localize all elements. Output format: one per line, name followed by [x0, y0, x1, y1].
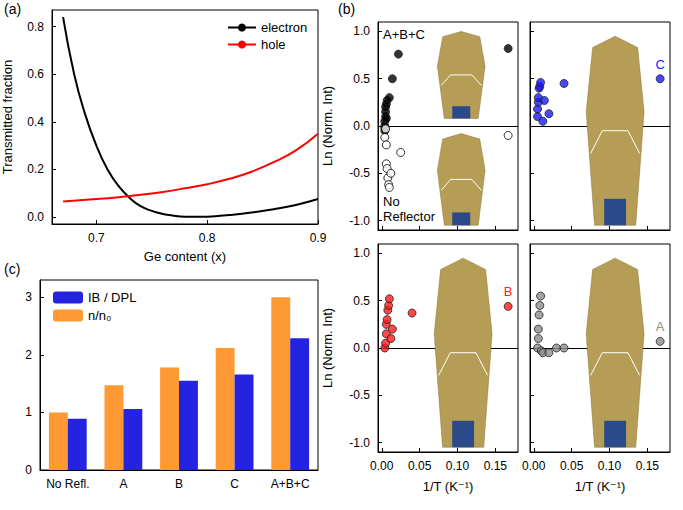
svg-text:2: 2 [25, 348, 32, 362]
svg-text:0.5: 0.5 [353, 72, 370, 86]
svg-text:-1.0: -1.0 [349, 214, 370, 228]
svg-text:Reflector: Reflector [383, 209, 436, 224]
svg-text:0.05: 0.05 [408, 459, 432, 473]
svg-text:0.00: 0.00 [370, 459, 394, 473]
svg-text:0.05: 0.05 [560, 459, 584, 473]
svg-text:B: B [175, 477, 183, 491]
svg-text:-0.5: -0.5 [349, 166, 370, 180]
svg-text:Ln (Norm. Int): Ln (Norm. Int) [320, 86, 335, 166]
svg-text:electron: electron [261, 20, 307, 35]
svg-text:No: No [383, 194, 400, 209]
svg-text:3: 3 [25, 290, 32, 304]
svg-text:(c): (c) [4, 261, 20, 277]
svg-text:Ln (Norm. Int): Ln (Norm. Int) [320, 308, 335, 388]
svg-text:1: 1 [25, 405, 32, 419]
svg-text:Ge content (x): Ge content (x) [144, 249, 226, 264]
svg-text:0.5: 0.5 [353, 294, 370, 308]
svg-text:0.6: 0.6 [27, 67, 44, 81]
svg-text:0.0: 0.0 [27, 210, 44, 224]
svg-text:0.10: 0.10 [446, 459, 470, 473]
svg-text:C: C [655, 57, 664, 72]
svg-text:n/n₀: n/n₀ [88, 308, 111, 323]
svg-text:-1.0: -1.0 [349, 436, 370, 450]
svg-text:0.15: 0.15 [484, 459, 508, 473]
svg-text:0.4: 0.4 [27, 115, 44, 129]
svg-text:(b): (b) [338, 1, 355, 17]
svg-text:(a): (a) [4, 1, 21, 17]
svg-text:C: C [230, 477, 239, 491]
svg-text:Transmitted fraction: Transmitted fraction [0, 60, 15, 174]
svg-text:0: 0 [25, 463, 32, 477]
svg-text:0.7: 0.7 [88, 231, 105, 245]
svg-text:B: B [504, 284, 513, 299]
svg-text:0.0: 0.0 [353, 341, 370, 355]
svg-text:0.15: 0.15 [636, 459, 660, 473]
svg-text:0.10: 0.10 [598, 459, 622, 473]
svg-text:1.0: 1.0 [353, 24, 370, 38]
svg-text:No Refl.: No Refl. [46, 477, 89, 491]
svg-text:0.0: 0.0 [353, 119, 370, 133]
svg-text:1.0: 1.0 [353, 246, 370, 260]
svg-text:A+B+C: A+B+C [383, 27, 425, 42]
svg-text:0.9: 0.9 [310, 231, 327, 245]
svg-text:hole: hole [261, 37, 286, 52]
svg-text:IB / DPL: IB / DPL [88, 290, 136, 305]
svg-text:A: A [656, 319, 665, 334]
svg-text:0.2: 0.2 [27, 162, 44, 176]
svg-text:0.00: 0.00 [522, 459, 546, 473]
svg-text:A: A [119, 477, 127, 491]
svg-text:0.8: 0.8 [27, 20, 44, 34]
svg-text:1/T (K⁻¹): 1/T (K⁻¹) [423, 479, 474, 494]
svg-text:1/T (K⁻¹): 1/T (K⁻¹) [575, 479, 626, 494]
svg-text:A+B+C: A+B+C [271, 477, 310, 491]
svg-text:-0.5: -0.5 [349, 388, 370, 402]
svg-text:0.8: 0.8 [199, 231, 216, 245]
